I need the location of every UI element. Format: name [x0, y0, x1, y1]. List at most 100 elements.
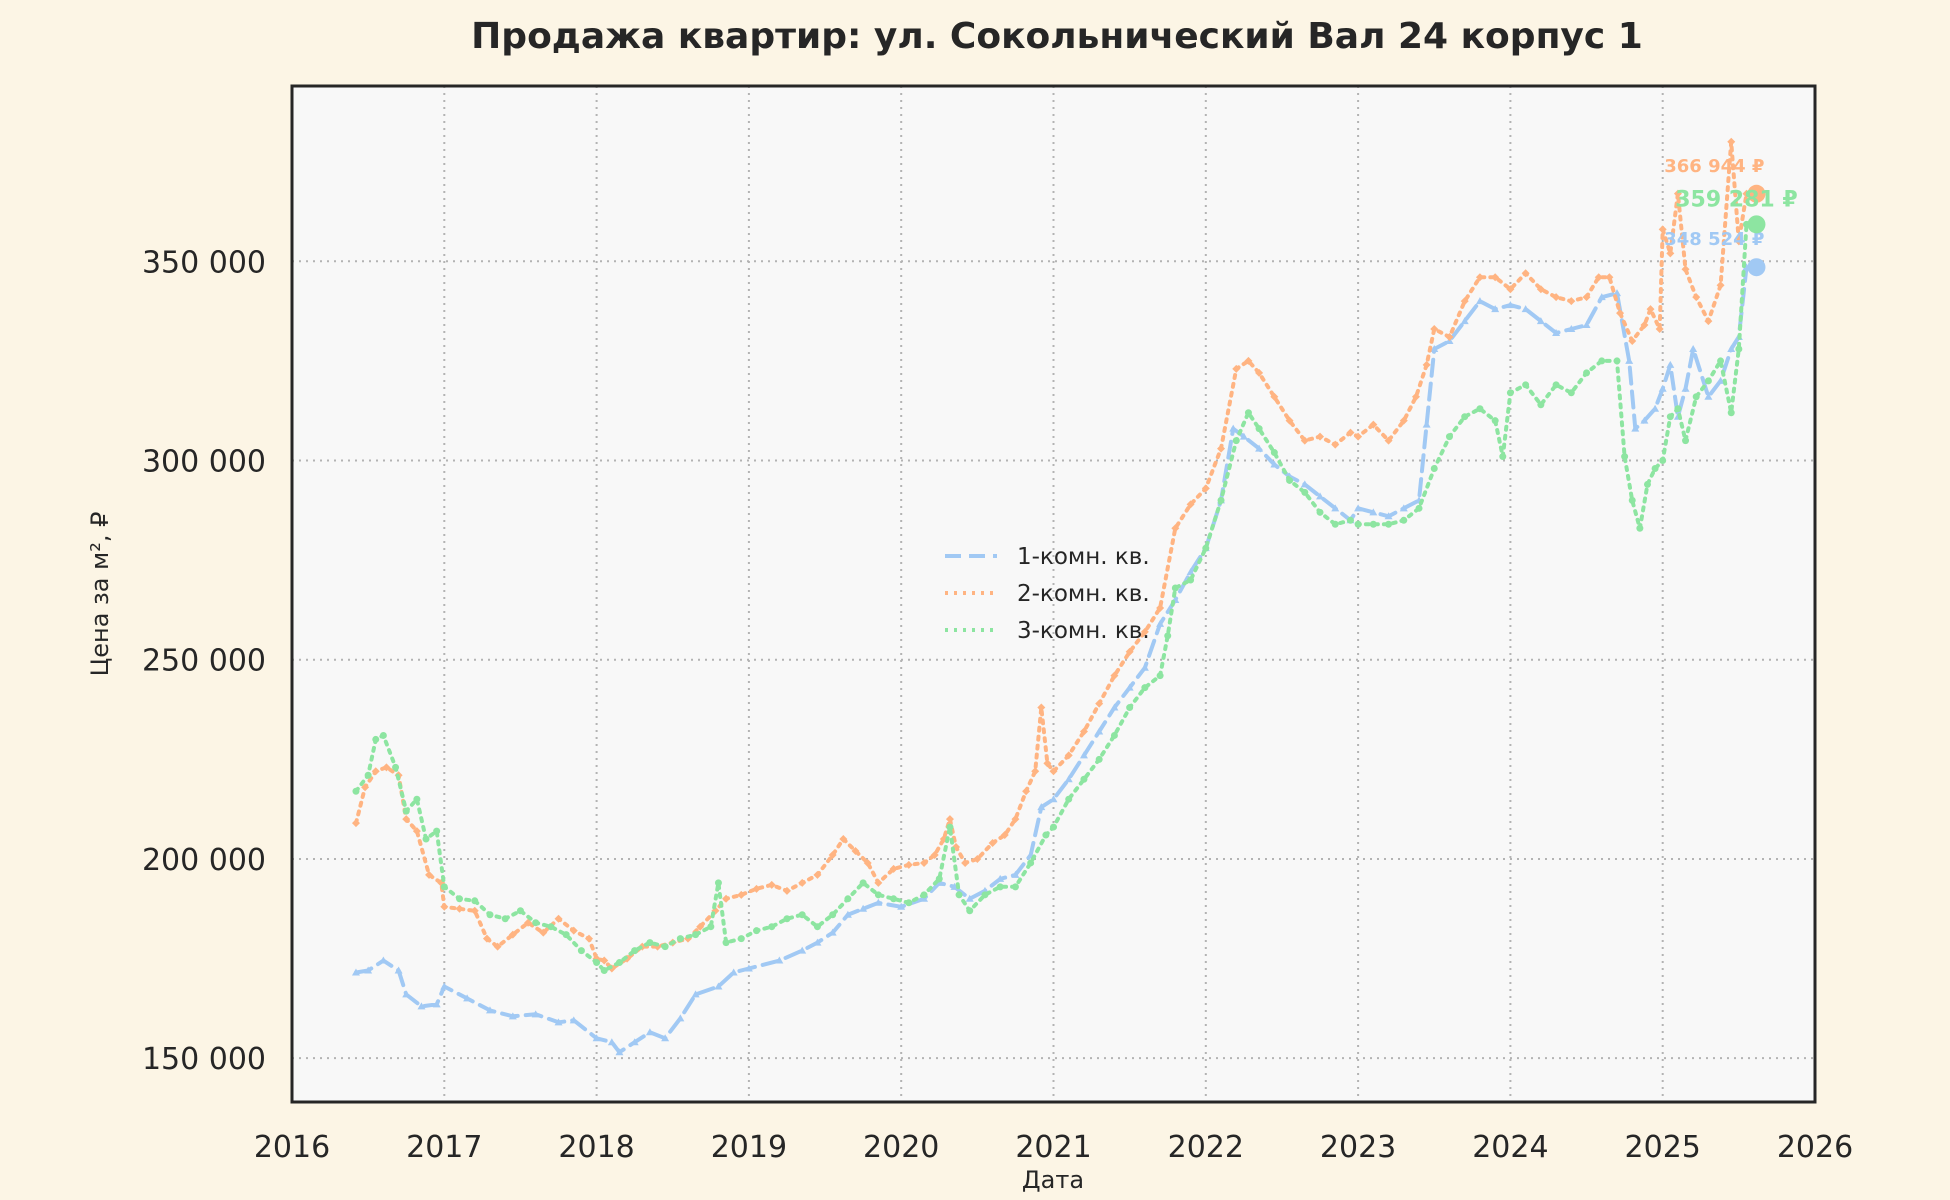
data-point: [692, 931, 700, 939]
data-point: [1080, 775, 1088, 783]
data-point: [966, 907, 974, 915]
data-point: [813, 870, 822, 879]
data-point: [1286, 476, 1294, 484]
data-point: [646, 939, 654, 947]
y-tick-label: 150 000: [142, 1042, 266, 1077]
data-point: [768, 923, 776, 931]
data-point: [1666, 360, 1675, 368]
data-point: [1552, 293, 1561, 302]
data-point: [714, 982, 723, 990]
data-point: [1156, 619, 1165, 627]
data-point: [1735, 345, 1743, 353]
data-point: [1674, 405, 1682, 413]
data-point: [1011, 870, 1020, 878]
data-point: [1625, 356, 1634, 364]
end-point-1: [1747, 258, 1766, 277]
data-point: [973, 854, 982, 863]
data-point: [645, 1028, 654, 1036]
data-point: [1430, 325, 1439, 334]
data-point: [1651, 464, 1659, 472]
y-tick-label: 200 000: [142, 843, 266, 878]
data-point: [493, 942, 502, 951]
data-point: [1460, 297, 1469, 306]
data-point: [482, 934, 491, 943]
data-point: [402, 815, 411, 824]
data-point: [1156, 603, 1165, 612]
data-point: [440, 982, 449, 990]
data-point: [1727, 344, 1736, 352]
data-point: [782, 886, 791, 895]
data-point: [516, 907, 524, 915]
data-point: [946, 823, 954, 831]
data-point: [524, 918, 533, 927]
data-point: [1331, 440, 1340, 449]
data-point: [1232, 437, 1240, 445]
data-point: [1445, 433, 1453, 441]
grid-lines: [292, 86, 1815, 1102]
x-tick-label: 2020: [863, 1130, 939, 1165]
data-point: [1186, 500, 1195, 509]
data-point: [351, 819, 360, 828]
data-point: [1643, 480, 1651, 488]
data-point: [1717, 357, 1725, 365]
data-point: [783, 915, 791, 923]
data-point: [1369, 508, 1378, 516]
data-point: [1692, 293, 1701, 302]
data-point: [1537, 401, 1545, 409]
data-point: [1621, 453, 1629, 461]
data-point: [1716, 281, 1725, 290]
data-point: [753, 927, 761, 935]
data-point: [843, 910, 852, 918]
data-point: [1461, 413, 1469, 421]
data-point: [920, 891, 928, 899]
data-point: [1346, 428, 1355, 437]
x-tick-label: 2022: [1168, 1130, 1244, 1165]
data-point: [890, 895, 898, 903]
data-point: [501, 915, 509, 923]
x-tick-label: 2019: [711, 1130, 787, 1165]
data-point: [1346, 516, 1354, 524]
data-point: [1110, 731, 1118, 739]
data-point: [1704, 317, 1713, 326]
data-point: [1369, 420, 1378, 429]
data-point: [889, 864, 898, 873]
legend-label-2: 2-комн. кв.: [1017, 581, 1150, 607]
data-point: [1095, 755, 1103, 763]
data-point: [1301, 488, 1309, 496]
data-point: [471, 897, 479, 905]
data-point: [1666, 413, 1674, 421]
data-point: [425, 870, 434, 879]
data-point: [1399, 416, 1408, 425]
data-point: [1658, 384, 1667, 392]
data-point: [1430, 464, 1438, 472]
data-point: [1682, 437, 1690, 445]
data-point: [930, 850, 939, 859]
end-value-label-3: 359 281 ₽: [1675, 188, 1797, 213]
data-point: [1491, 305, 1500, 313]
data-point: [1255, 368, 1264, 377]
x-tick-label: 2017: [406, 1130, 482, 1165]
data-point: [863, 858, 872, 867]
data-point: [1064, 775, 1073, 783]
data-point: [1536, 285, 1545, 294]
data-point: [440, 902, 449, 911]
chart-title: Продажа квартир: ул. Сокольнический Вал …: [471, 16, 1643, 57]
series-markers-1: [351, 263, 1751, 1056]
data-point: [432, 1000, 441, 1008]
data-point: [813, 923, 821, 931]
data-point: [1229, 424, 1238, 432]
data-point: [592, 1034, 601, 1042]
x-axis-label: Дата: [1022, 1166, 1084, 1194]
data-point: [1065, 795, 1073, 803]
data-point: [752, 884, 761, 893]
data-point: [1125, 647, 1134, 656]
data-point: [737, 935, 745, 943]
data-point: [676, 1014, 685, 1022]
data-point: [382, 763, 391, 772]
data-point: [1552, 381, 1560, 389]
data-point: [1727, 409, 1735, 417]
data-point: [844, 895, 852, 903]
data-point: [631, 947, 639, 955]
data-point: [961, 858, 970, 867]
data-point: [1244, 356, 1253, 365]
